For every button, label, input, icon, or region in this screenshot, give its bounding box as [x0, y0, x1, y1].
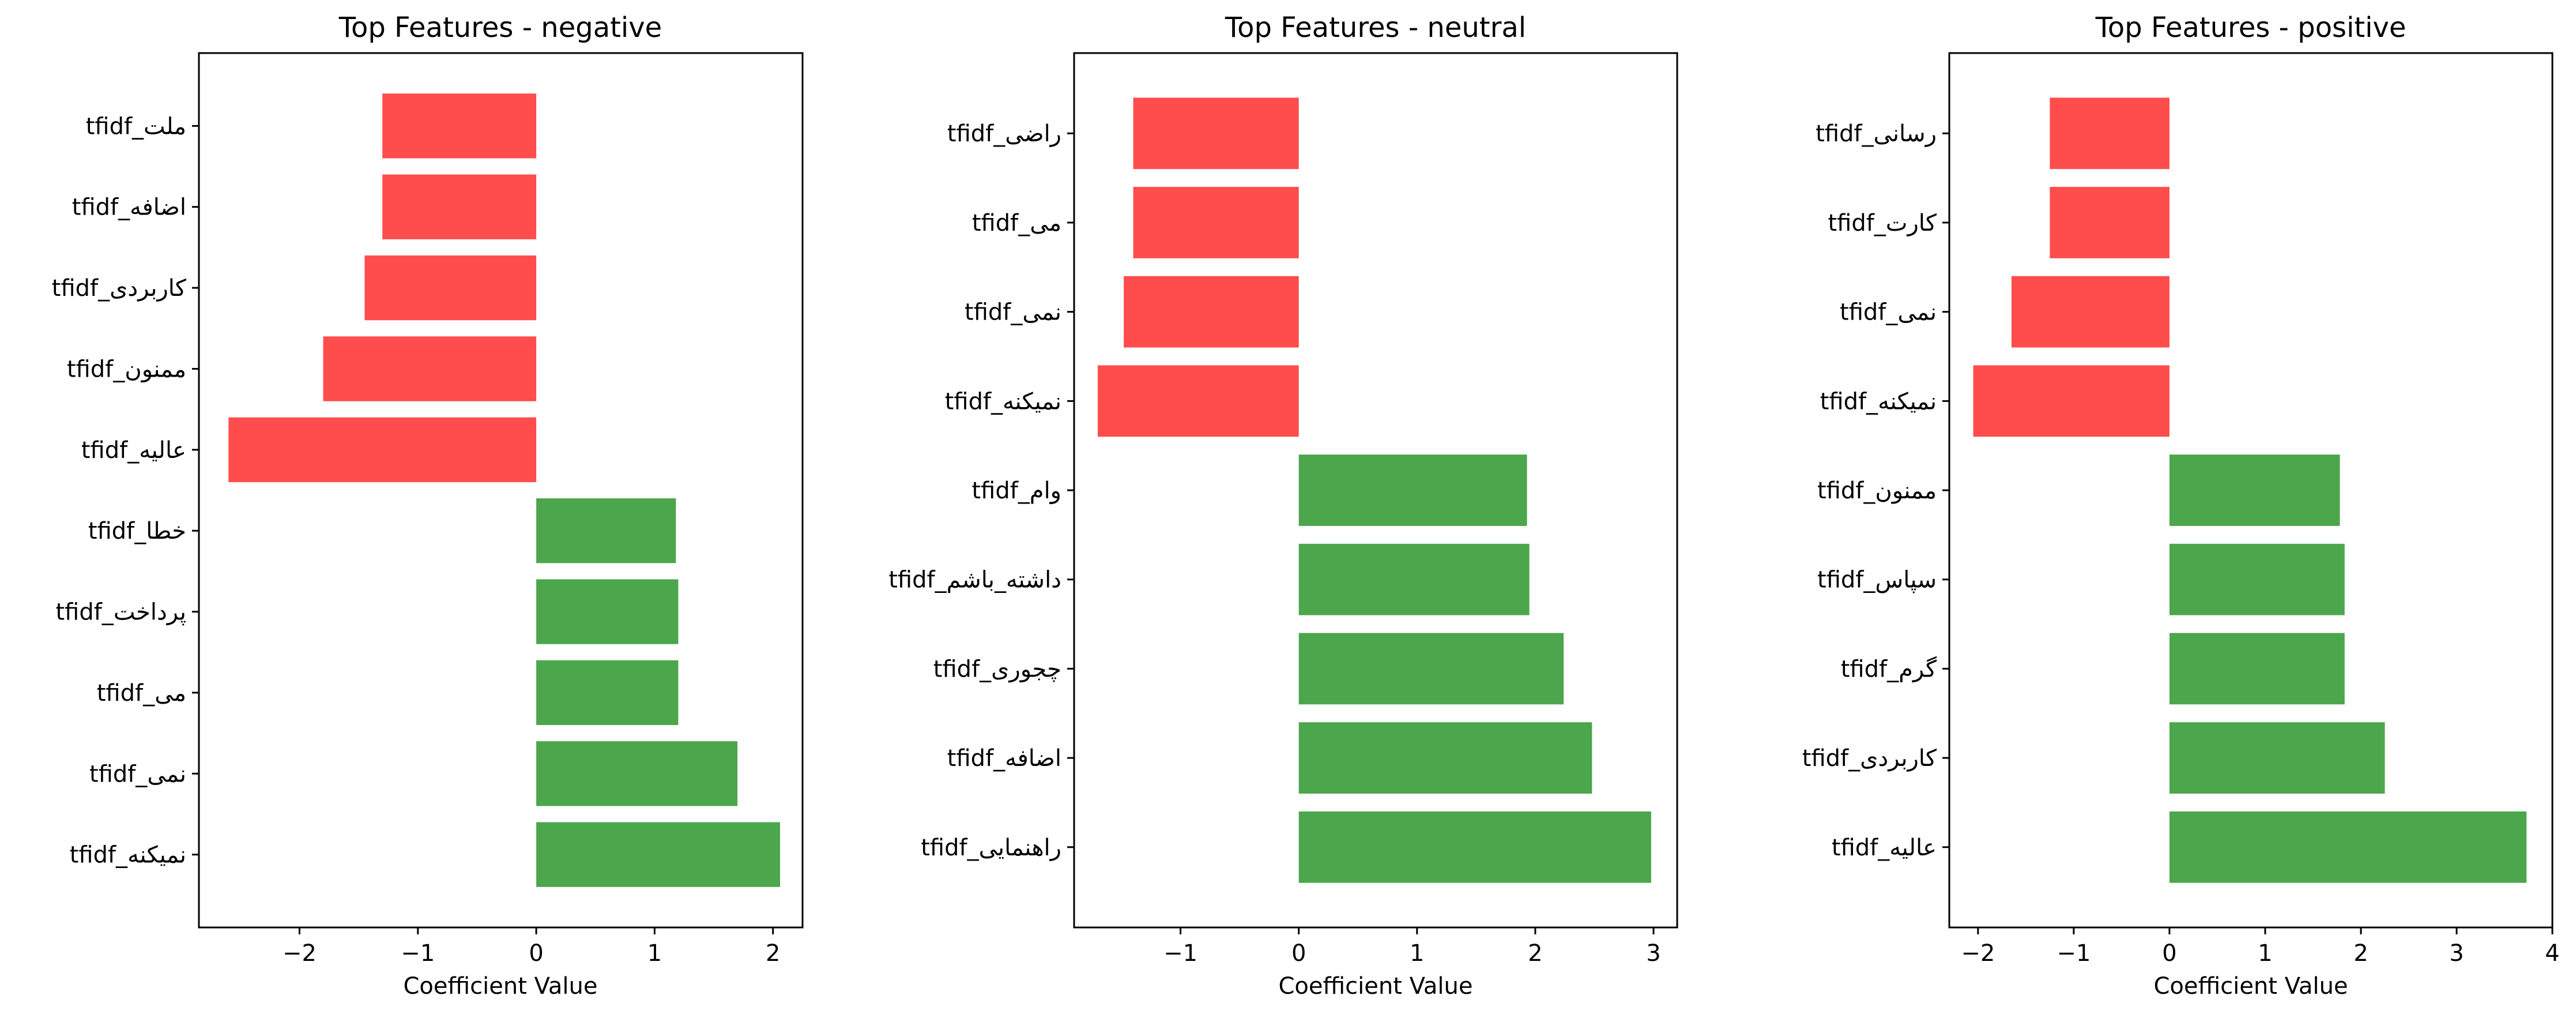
x-tick-label: 0	[529, 940, 543, 967]
x-tick-label: 1	[1410, 940, 1424, 967]
y-tick-label: tfidf_ممنون	[1817, 478, 1937, 504]
bar	[1133, 187, 1299, 258]
y-tick-label: tfidf_نمی	[89, 761, 186, 787]
y-tick-label: tfidf_ملت	[86, 113, 186, 140]
y-tick-label: tfidf_داشته_باشم	[888, 567, 1061, 593]
bar	[2169, 543, 2345, 615]
x-tick-label: −1	[1163, 940, 1197, 967]
bar	[536, 579, 679, 644]
x-tick-label: 3	[1646, 940, 1660, 967]
bar	[1298, 454, 1527, 526]
y-tick-label: tfidf_نمیکنه	[1820, 388, 1937, 415]
chart-panel-positive: Top Features - positive Coefficient Valu…	[1802, 12, 2560, 1000]
x-axis-label: Coefficient Value	[404, 973, 598, 1000]
bar	[2050, 97, 2170, 170]
chart-title: Top Features - negative	[338, 12, 662, 44]
x-tick-label: 3	[2449, 940, 2464, 967]
x-tick-label: −2	[283, 940, 317, 967]
bar	[1298, 543, 1530, 615]
y-tick-label: tfidf_کاربردی	[52, 275, 187, 302]
x-axis-label: Coefficient Value	[1279, 973, 1473, 1000]
bar	[1133, 97, 1299, 170]
y-tick-label: tfidf_وام	[971, 478, 1061, 504]
axes-frame	[1948, 52, 2554, 929]
y-tick-label: tfidf_ممنون	[67, 356, 186, 382]
bar	[1298, 722, 1592, 794]
y-tick-label: tfidf_نمیکنه	[945, 388, 1061, 415]
y-tick-label: tfidf_می	[97, 680, 186, 707]
bar	[2169, 454, 2340, 526]
bar	[1098, 365, 1299, 437]
x-tick-label: 2	[2353, 940, 2368, 967]
axes-frame	[198, 52, 804, 929]
y-tick-label: tfidf_نمی	[1840, 299, 1937, 326]
y-tick-label: tfidf_خطا	[88, 518, 186, 544]
axes-frame	[1073, 52, 1678, 929]
bar	[1124, 276, 1299, 348]
x-tick-label: 4	[2545, 940, 2559, 967]
bar	[1298, 633, 1564, 705]
x-tick-label: 0	[2162, 940, 2176, 967]
bar	[382, 174, 537, 239]
bar	[228, 417, 537, 482]
bar	[536, 660, 679, 726]
y-tick-label: tfidf_پرداخت	[56, 599, 187, 626]
x-tick-label: 1	[647, 940, 662, 967]
bar	[1973, 365, 2170, 437]
x-tick-label: −2	[1961, 940, 1995, 967]
x-tick-label: −1	[2057, 940, 2091, 967]
x-axis-label: Coefficient Value	[2154, 973, 2348, 1000]
x-tick-label: 0	[1291, 940, 1306, 967]
y-tick-label: tfidf_کارت	[1828, 210, 1937, 236]
y-tick-label: tfidf_سپاس	[1817, 567, 1937, 593]
y-tick-label: tfidf_عالیه	[1832, 835, 1937, 861]
chart-panel-negative: Top Features - negative Coefficient Valu…	[52, 12, 804, 1000]
chart-panel-neutral: Top Features - neutral Coefficient Value…	[888, 12, 1678, 1000]
y-tick-label: tfidf_نمیکنه	[70, 842, 186, 869]
bar	[1298, 811, 1651, 883]
y-tick-label: tfidf_رسانی	[1816, 121, 1937, 147]
x-tick-label: −1	[401, 940, 435, 967]
bar	[382, 93, 537, 159]
y-tick-label: tfidf_نمی	[965, 299, 1061, 326]
bar	[2011, 276, 2170, 348]
y-tick-label: tfidf_می	[972, 210, 1061, 236]
y-tick-label: tfidf_راضی	[947, 121, 1061, 147]
bar	[536, 822, 780, 887]
y-tick-label: tfidf_راهنمایی	[921, 835, 1061, 861]
bar	[2169, 722, 2385, 794]
bar	[2050, 187, 2170, 258]
y-tick-label: tfidf_اضافه	[947, 745, 1061, 772]
y-tick-label: tfidf_گرم	[1841, 656, 1937, 682]
y-tick-label: tfidf_کاربردی	[1802, 745, 1937, 772]
y-tick-label: tfidf_عالیه	[81, 437, 186, 464]
x-tick-label: 2	[766, 940, 780, 967]
y-tick-label: tfidf_اضافه	[72, 194, 186, 221]
chart-title: Top Features - positive	[2095, 12, 2406, 44]
bar	[2169, 633, 2345, 705]
bar	[364, 255, 537, 321]
bar	[536, 741, 738, 806]
y-tick-label: tfidf_چجوری	[933, 656, 1061, 682]
bar	[536, 498, 676, 564]
bar	[2169, 811, 2527, 883]
bar	[323, 336, 537, 401]
x-tick-label: 1	[2258, 940, 2272, 967]
x-tick-label: 2	[1528, 940, 1542, 967]
chart-title: Top Features - neutral	[1225, 12, 1526, 44]
